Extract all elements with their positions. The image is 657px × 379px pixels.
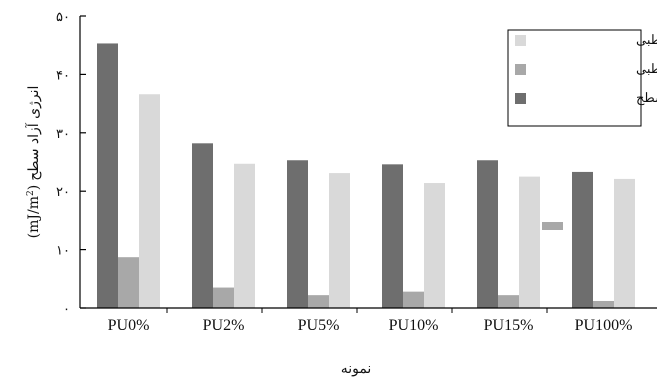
legend-label: جزء غیرقطبی [636,33,657,48]
y-axis-unit-close: ) [26,185,42,190]
y-axis-unit-sup: 2 [26,190,36,196]
stray-mark [542,222,563,230]
legend-items: جزء غیرقطبی جزء قطبی انرژی آزاد سطح [515,33,657,106]
bar-pu10pct-series-1 [403,291,424,308]
bar-pu15pct-series-1 [498,295,519,308]
y-ticks-group: ۰ ۱۰ ۲۰ ۳۰ ۴۰ ۵۰ [56,10,86,317]
y-tick-label: ۵۰ [56,10,70,25]
axes-group [79,16,657,309]
x-axis-title: نمونه [341,361,372,377]
bar-pu5pct-series-2 [329,173,350,308]
y-tick-label: ۱۰ [56,244,70,259]
bar-pu10pct-series-2 [424,183,445,308]
y-axis-title-text: انرژی آزاد سطح [24,86,42,181]
bar-pu2pct-series-0 [192,143,213,308]
bar-pu100pct-series-1 [593,300,614,308]
x-tick-label: PU0% [108,317,150,334]
legend-label: جزء قطبی [636,62,657,77]
bar-pu100pct-series-0 [572,171,593,308]
bars-group [97,43,635,309]
legend-swatch [515,64,526,75]
y-tick-label: ۰ [63,302,70,317]
x-tick-labels-group: PU0% PU2% PU5% PU10% PU15% PU100% [108,308,633,334]
legend: جزء غیرقطبی جزء قطبی انرژی آزاد سطح [507,29,657,127]
bar-pu2pct-series-1 [213,287,234,308]
x-tick-label: PU100% [575,317,633,334]
x-tick-label: PU15% [484,317,534,334]
legend-swatch [515,35,526,46]
bar-pu5pct-series-0 [287,160,308,308]
x-tick-label: PU10% [389,317,439,334]
x-tick-label: PU2% [203,317,245,334]
legend-frame [507,29,642,127]
bar-pu10pct-series-0 [382,164,403,308]
y-tick-label: ۳۰ [56,127,70,142]
legend-swatch [515,93,526,104]
y-tick-label: ۴۰ [56,68,70,83]
bar-pu0pct-series-0 [97,43,118,309]
bar-pu0pct-series-2 [139,94,160,308]
y-axis-title: (mJ/m2) انرژی آزاد سطح [24,86,42,239]
bar-pu2pct-series-2 [234,163,255,308]
bar-pu15pct-series-2 [519,176,540,308]
bar-pu0pct-series-1 [118,257,139,308]
y-tick-label: ۲۰ [56,185,70,200]
legend-label: انرژی آزاد سطح [636,89,657,106]
bar-pu15pct-series-0 [477,160,498,308]
x-tick-label: PU5% [298,317,340,334]
bar-pu100pct-series-2 [614,178,635,308]
bar-pu5pct-series-1 [308,295,329,308]
y-axis-unit: (mJ/m [26,196,42,238]
